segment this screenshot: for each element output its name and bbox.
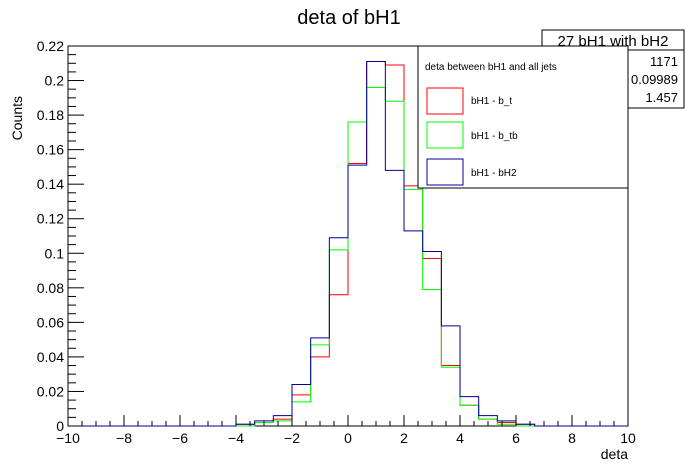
x-tick-label: −10 [56, 430, 80, 446]
legend-header: deta between bH1 and all jets [425, 62, 557, 73]
y-tick-label: 0.16 [37, 142, 64, 158]
y-axis: 0 0.02 0.04 0.06 0.08 0.1 0.12 0.14 0.16 0.18 0.2 0… [37, 38, 84, 434]
x-axis-label: deta [601, 446, 628, 462]
x-tick-label: 0 [344, 430, 352, 446]
x-tick-label: −2 [284, 430, 300, 446]
x-tick-label: 10 [620, 430, 636, 446]
y-tick-label: 0.1 [45, 245, 65, 261]
y-tick-label: 0.2 [45, 73, 65, 89]
x-tick-label: 2 [400, 430, 408, 446]
legend-label-b_tb: bH1 - b_tb [471, 131, 518, 142]
chart-title: deta of bH1 [297, 7, 400, 29]
x-tick-label: 8 [568, 430, 576, 446]
stats-value-std: 1.457 [645, 90, 678, 105]
x-tick-label: 6 [512, 430, 520, 446]
x-axis: −10 −8 −6 −4 −2 0 2 4 6 8 10 [56, 415, 636, 446]
legend-swatch-bH2 [426, 158, 464, 186]
y-tick-label: 0.22 [37, 38, 64, 54]
y-tick-label: 0.08 [37, 280, 64, 296]
y-tick-label: 0.02 [37, 383, 64, 399]
legend-swatch-b_tb [426, 121, 464, 149]
y-tick-label: 0.04 [37, 349, 64, 365]
y-tick-label: 0.12 [37, 211, 64, 227]
y-tick-label: 0.06 [37, 314, 64, 330]
legend: deta between bH1 and all jets bH1 - b_t … [417, 45, 629, 189]
x-tick-label: 4 [456, 430, 464, 446]
y-axis-label: Counts [9, 96, 25, 140]
x-tick-label: −4 [228, 430, 244, 446]
y-tick-label: 0 [56, 418, 64, 434]
stats-value-entries: 1171 [650, 54, 678, 69]
y-tick-label: 0.18 [37, 107, 64, 123]
legend-frame [417, 45, 629, 189]
legend-label-bH2: bH1 - bH2 [471, 168, 517, 179]
x-tick-label: −8 [116, 430, 132, 446]
stats-value-mean: 0.09989 [631, 72, 678, 87]
legend-swatch-b_t [426, 87, 464, 115]
y-tick-label: 0.14 [37, 176, 64, 192]
x-tick-label: −6 [172, 430, 188, 446]
legend-label-b_t: bH1 - b_t [471, 96, 512, 107]
